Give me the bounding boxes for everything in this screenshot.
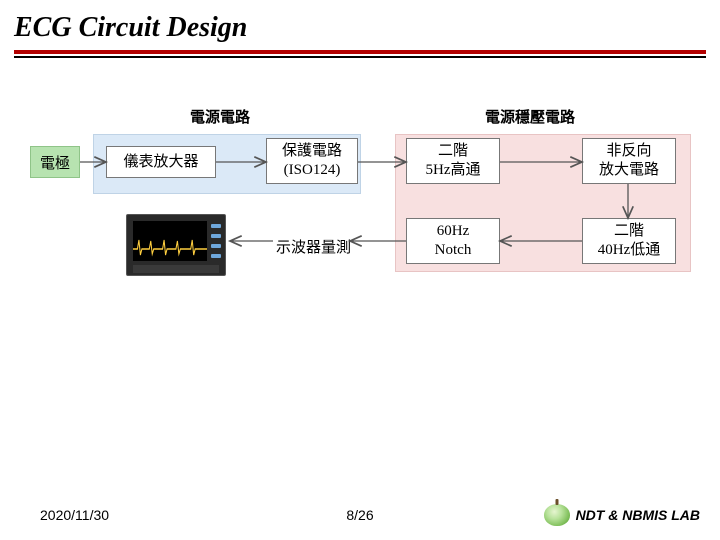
footer-lab-text: NDT & NBMIS LAB	[576, 507, 700, 523]
slide-footer: 2020/11/30 8/26 NDT & NBMIS LAB	[0, 504, 720, 526]
footer-page: 8/26	[346, 507, 373, 523]
diagram-arrows	[30, 98, 690, 298]
melon-icon	[544, 504, 570, 526]
block-diagram: 電源電路 電源穩壓電路 電極 儀表放大器 保護電路 (ISO124) 二階 5H…	[30, 98, 690, 358]
page-title: ECG Circuit Design	[0, 0, 720, 50]
footer-lab: NDT & NBMIS LAB	[544, 504, 700, 526]
footer-date: 2020/11/30	[40, 507, 109, 523]
title-underline	[14, 50, 706, 58]
